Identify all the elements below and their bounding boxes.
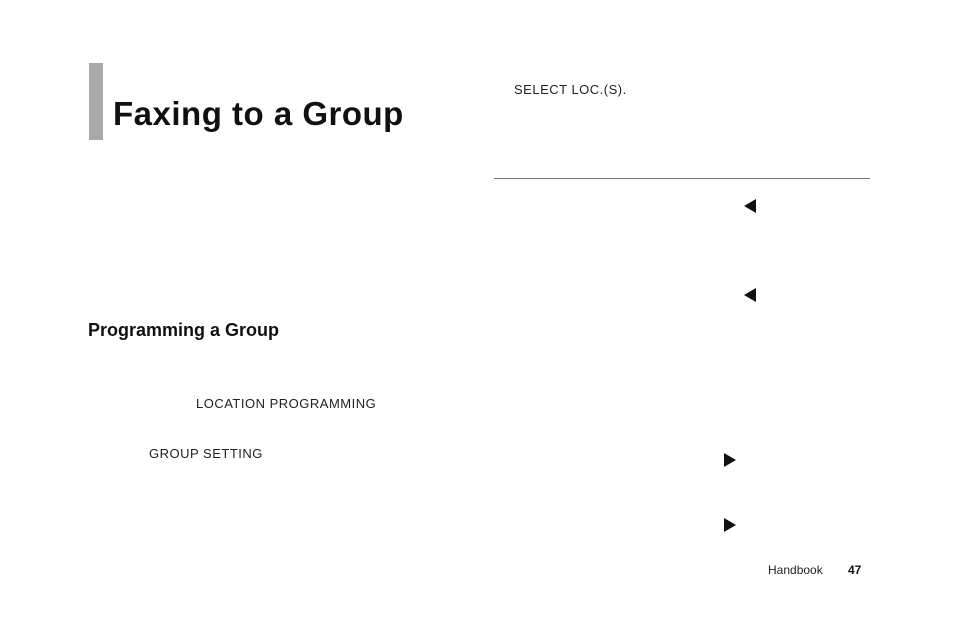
footer-page-number: 47: [848, 563, 861, 577]
right-arrow-icon: [724, 453, 736, 467]
page-title: Faxing to a Group: [113, 95, 404, 133]
select-locations-label: SELECT LOC.(S).: [514, 82, 627, 97]
section-heading-programming-group: Programming a Group: [88, 320, 279, 341]
left-arrow-icon: [744, 288, 756, 302]
footer-handbook-label: Handbook: [768, 563, 823, 577]
right-arrow-icon: [724, 518, 736, 532]
location-programming-label: LOCATION PROGRAMMING: [196, 396, 376, 411]
horizontal-rule: [494, 178, 870, 179]
title-accent-bar: [89, 63, 103, 140]
left-arrow-icon: [744, 199, 756, 213]
page-root: Faxing to a Group SELECT LOC.(S). Progra…: [0, 0, 954, 618]
group-setting-label: GROUP SETTING: [149, 446, 263, 461]
